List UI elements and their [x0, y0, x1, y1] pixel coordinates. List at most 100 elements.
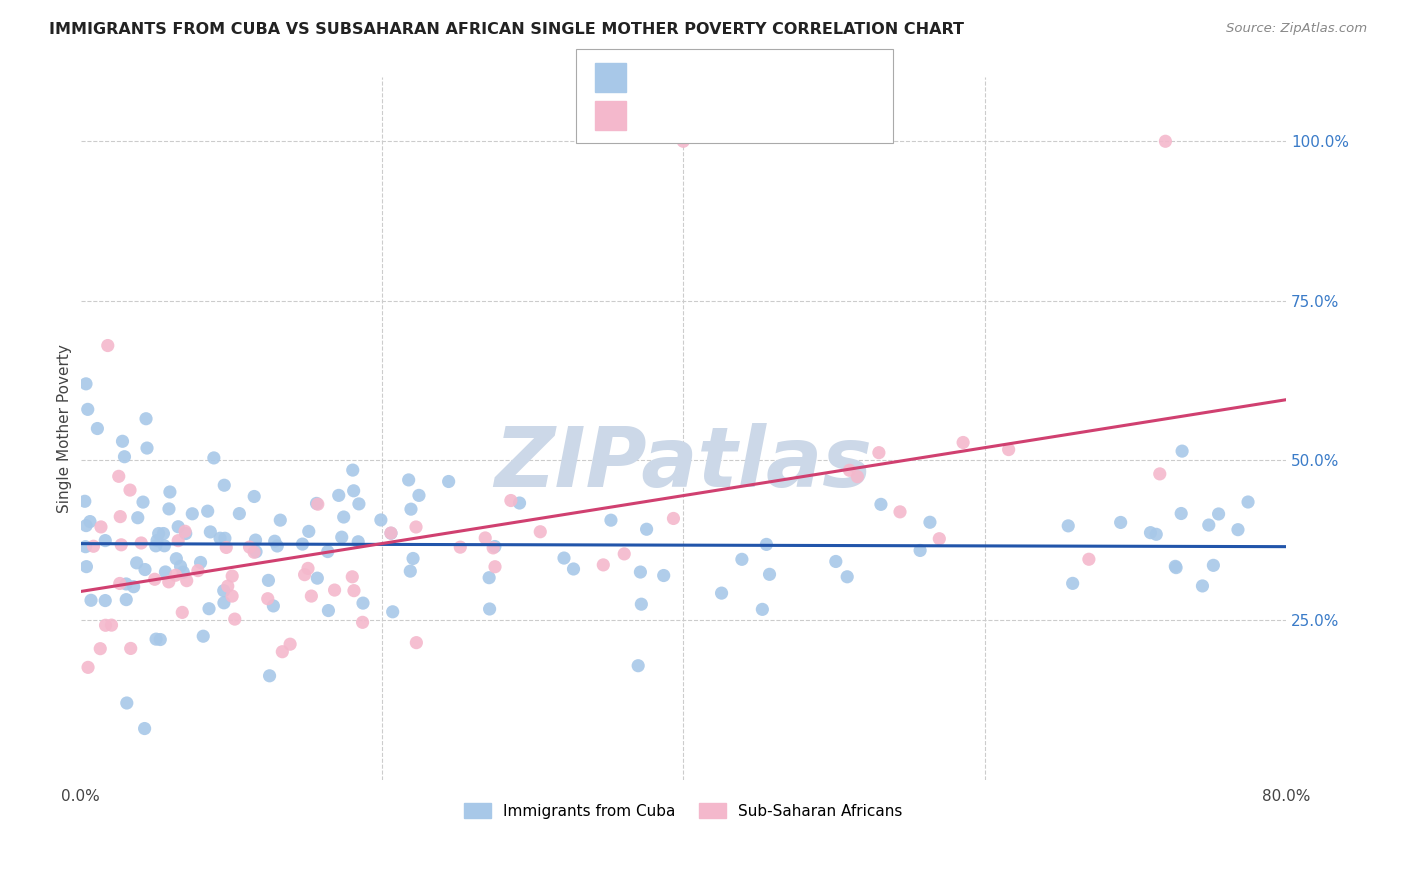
Text: ZIPatlas: ZIPatlas	[495, 423, 872, 504]
Point	[710, 586, 733, 600]
Point	[212, 478, 235, 492]
Point	[323, 583, 346, 598]
Point	[352, 615, 374, 630]
Point	[630, 597, 652, 611]
Point	[399, 564, 422, 578]
Point	[94, 533, 117, 548]
Point	[145, 539, 167, 553]
Point	[238, 540, 260, 554]
Point	[145, 632, 167, 647]
Point	[870, 497, 893, 511]
Point	[627, 658, 650, 673]
Point	[509, 496, 531, 510]
Point	[408, 488, 430, 502]
Point	[399, 502, 422, 516]
Point	[135, 411, 157, 425]
Point	[1077, 552, 1099, 566]
Point	[398, 473, 420, 487]
Point	[134, 562, 156, 576]
Point	[294, 567, 316, 582]
Point	[75, 559, 97, 574]
Point	[73, 494, 96, 508]
Point	[217, 579, 239, 593]
Point	[342, 570, 364, 584]
Point	[1154, 134, 1177, 148]
Point	[846, 469, 869, 483]
Point	[380, 526, 402, 541]
Point	[107, 469, 129, 483]
Point	[342, 463, 364, 477]
Point	[1237, 495, 1260, 509]
Point	[997, 442, 1019, 457]
Point	[212, 596, 235, 610]
Point	[224, 612, 246, 626]
Point	[437, 475, 460, 489]
Point	[202, 450, 225, 465]
Point	[75, 540, 97, 554]
Point	[318, 603, 340, 617]
Point	[134, 722, 156, 736]
Text: 0.388: 0.388	[676, 108, 724, 123]
Point	[181, 507, 204, 521]
Point	[449, 540, 471, 554]
Point	[731, 552, 754, 566]
Point	[122, 580, 145, 594]
Point	[215, 541, 238, 555]
Text: Source: ZipAtlas.com: Source: ZipAtlas.com	[1226, 22, 1367, 36]
Point	[111, 434, 134, 449]
Point	[1139, 525, 1161, 540]
Point	[1202, 558, 1225, 573]
Point	[347, 497, 370, 511]
Point	[245, 544, 267, 558]
Point	[212, 583, 235, 598]
Point	[157, 502, 180, 516]
Point	[262, 599, 284, 613]
Point	[297, 561, 319, 575]
Text: R =: R =	[637, 70, 671, 85]
Point	[169, 559, 191, 574]
Point	[269, 513, 291, 527]
Point	[127, 510, 149, 524]
Point	[918, 515, 941, 529]
Point	[600, 513, 623, 527]
Text: N =: N =	[747, 108, 790, 123]
Point	[332, 510, 354, 524]
Point	[77, 660, 100, 674]
Point	[149, 632, 172, 647]
Point	[259, 669, 281, 683]
Text: N =: N =	[747, 70, 790, 85]
Point	[243, 545, 266, 559]
Point	[172, 606, 194, 620]
Point	[499, 493, 522, 508]
Point	[343, 483, 366, 498]
Point	[278, 637, 301, 651]
Point	[755, 537, 778, 551]
Point	[167, 520, 190, 534]
Point	[83, 539, 105, 553]
Point	[1109, 516, 1132, 530]
Point	[381, 605, 404, 619]
Point	[824, 554, 846, 568]
Point	[120, 641, 142, 656]
Point	[316, 544, 339, 558]
Point	[167, 533, 190, 548]
Point	[200, 524, 222, 539]
Point	[952, 435, 974, 450]
Point	[157, 574, 180, 589]
Point	[118, 483, 141, 497]
Point	[114, 450, 136, 464]
Point	[478, 571, 501, 585]
Point	[132, 495, 155, 509]
Point	[592, 558, 614, 572]
Point	[86, 421, 108, 435]
Point	[115, 592, 138, 607]
Point	[837, 570, 859, 584]
Point	[110, 538, 132, 552]
Point	[1198, 518, 1220, 533]
Point	[110, 509, 132, 524]
Point	[758, 567, 780, 582]
Point	[305, 496, 328, 510]
Point	[174, 524, 197, 539]
Point	[307, 497, 329, 511]
Point	[76, 402, 98, 417]
